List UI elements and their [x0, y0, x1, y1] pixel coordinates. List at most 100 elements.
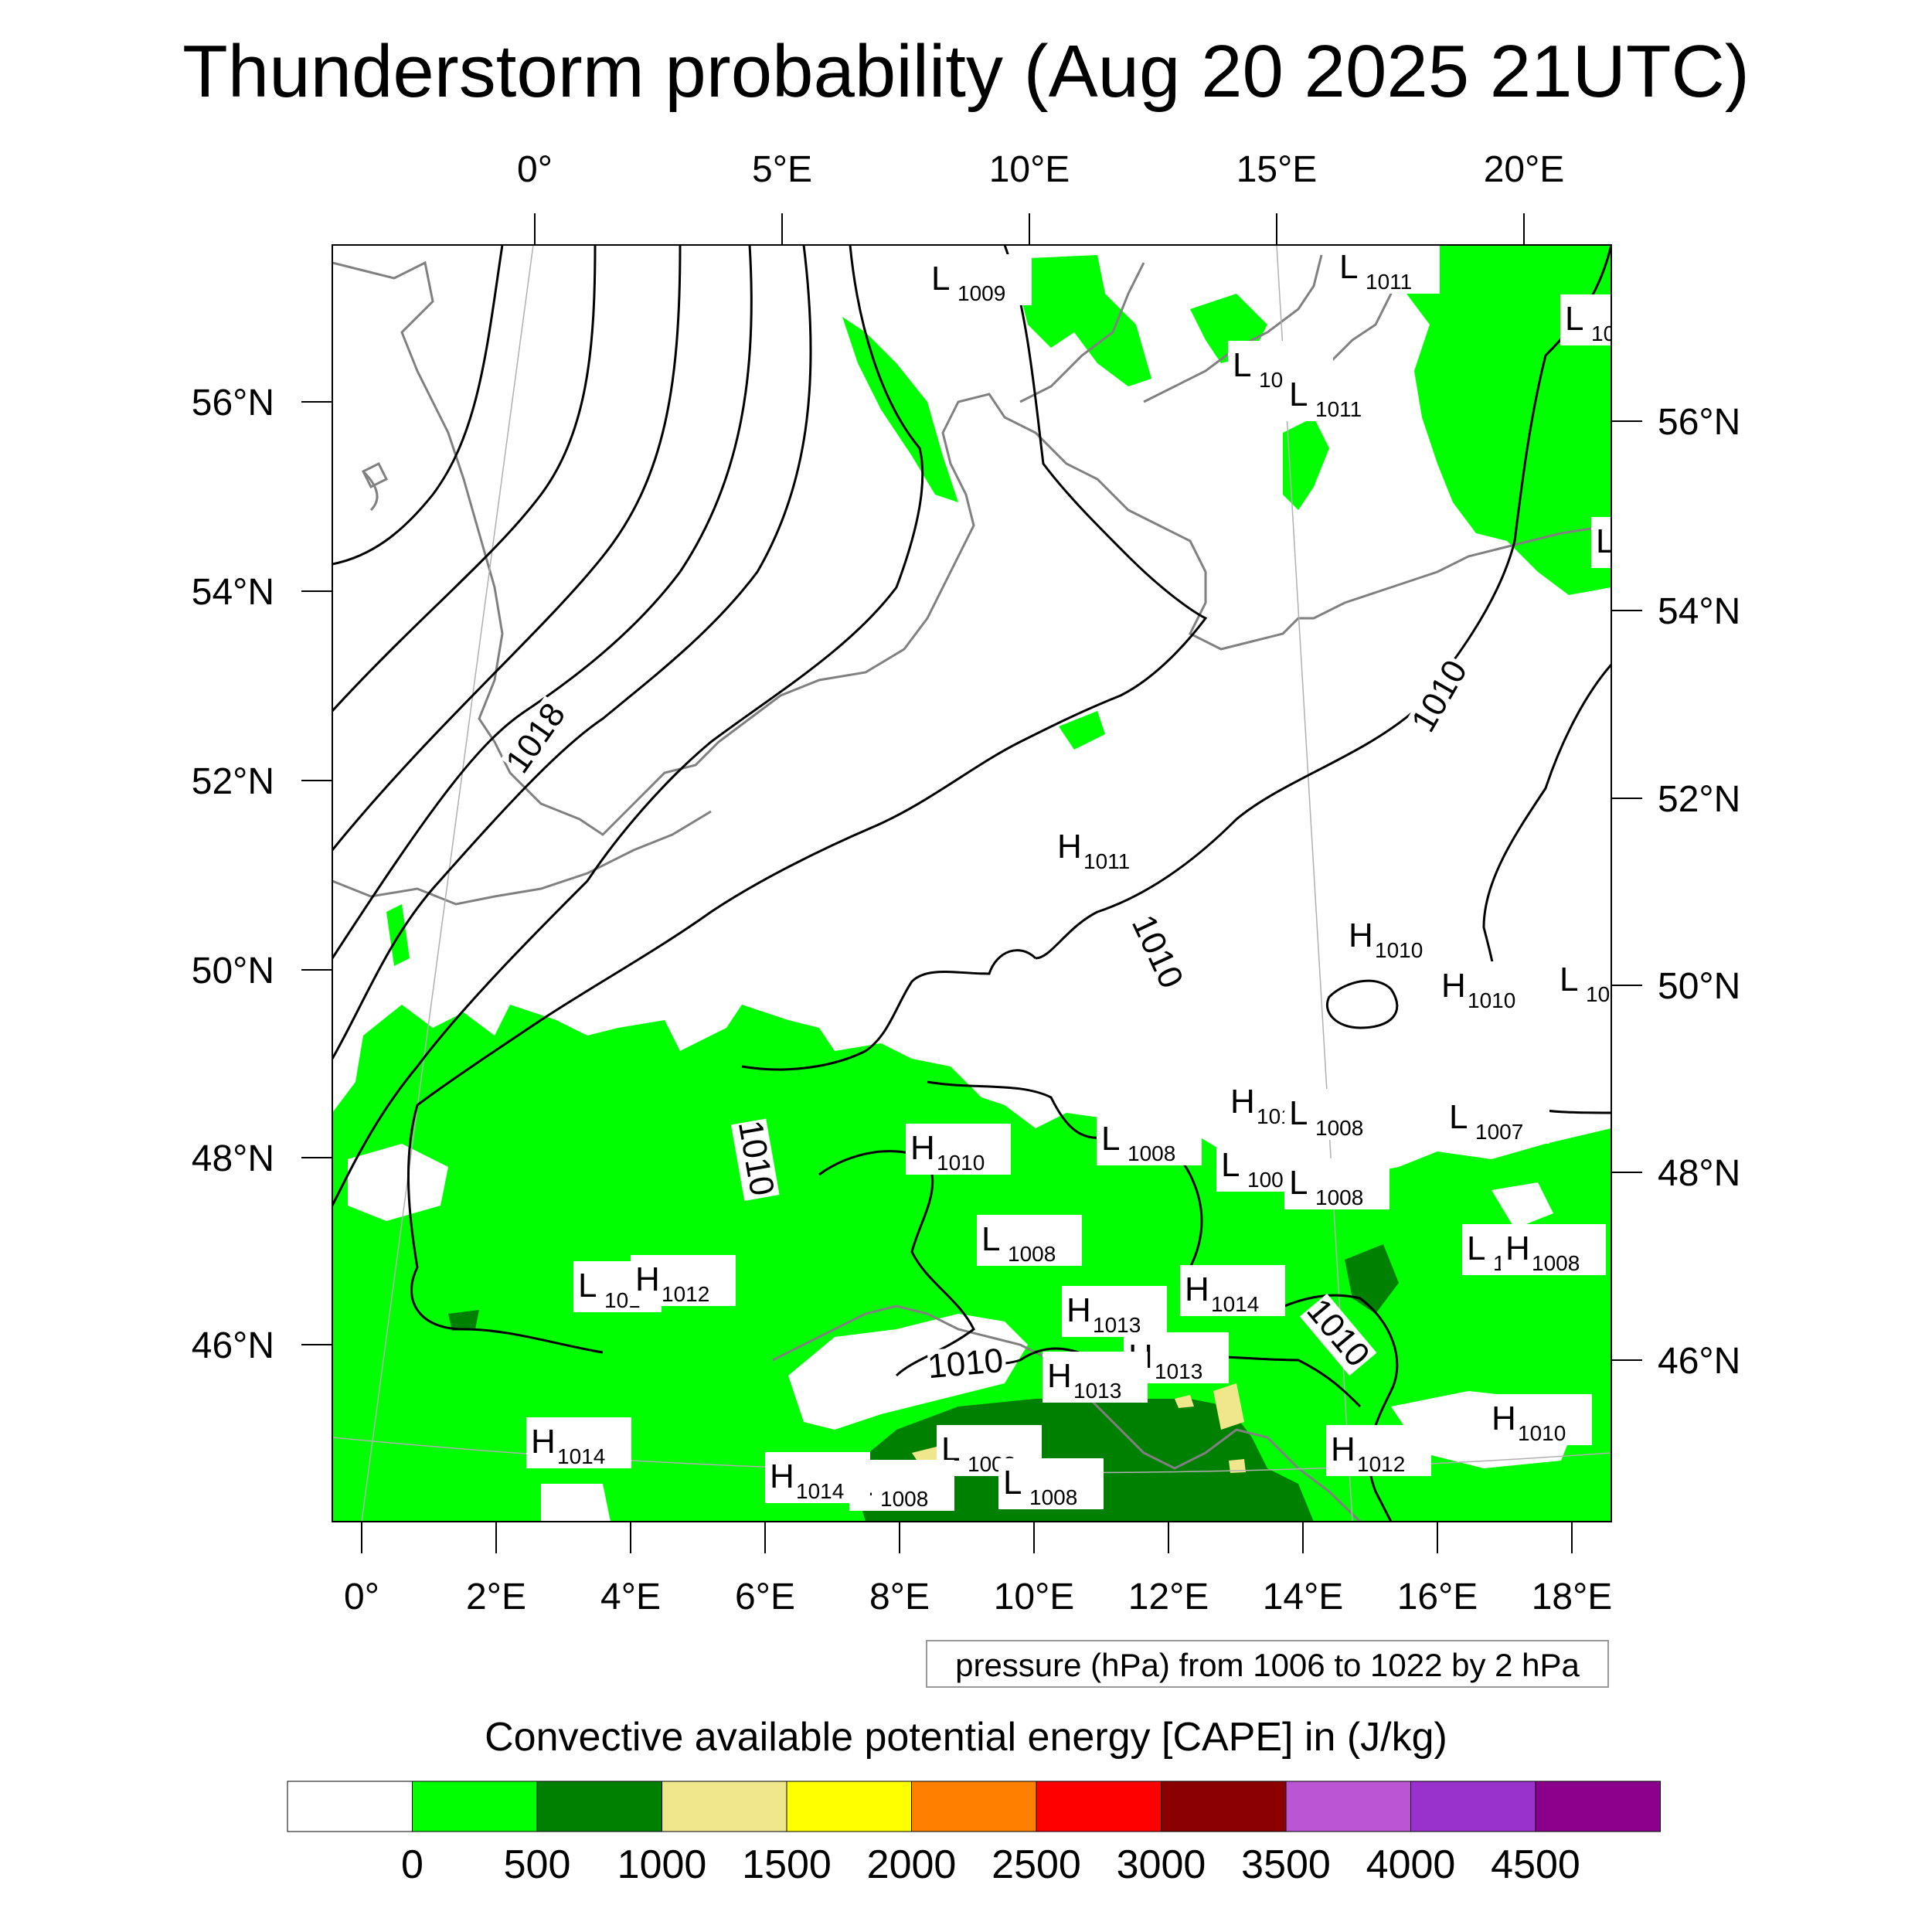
cape-region-norway	[1012, 255, 1151, 386]
pressure-center-low: L 1008	[998, 1458, 1104, 1509]
colorbar-swatch	[662, 1781, 787, 1832]
cape-region-sweden-b	[1283, 417, 1329, 510]
pressure-center-type: H	[1505, 1230, 1530, 1267]
bottom-lon-label: 6°E	[735, 1577, 795, 1617]
colorbar-swatch	[911, 1781, 1037, 1832]
colorbar-swatch	[287, 1781, 413, 1832]
pressure-center-type: H	[1185, 1270, 1209, 1308]
bottom-lon-label: 8°E	[869, 1577, 930, 1617]
axis-ticks	[301, 213, 1642, 1553]
pressure-center-high: H 1010	[1344, 911, 1449, 962]
pressure-center-value: 1011	[1366, 270, 1412, 294]
pressure-center-value: 1008	[1532, 1251, 1580, 1275]
top-lon-label: 0°	[517, 149, 553, 190]
pressure-center-type: L	[1289, 1094, 1308, 1132]
pressure-center-value: 1008	[1315, 1185, 1363, 1209]
pressure-center-value: 1013	[1155, 1359, 1202, 1383]
pressure-center-value: 1011	[1083, 849, 1130, 873]
pressure-center-type: L	[1233, 346, 1251, 384]
right-lat-label: 54°N	[1658, 591, 1740, 632]
pressure-center-low: L 1008	[1284, 1158, 1389, 1209]
colorbar-tick-label: 2000	[867, 1842, 957, 1887]
pressure-center-value: 1010	[1468, 988, 1515, 1012]
right-lat-label: 52°N	[1658, 779, 1740, 820]
pressure-center-high: H 1008	[1501, 1224, 1606, 1275]
pressure-center-high: H 1014	[765, 1452, 870, 1503]
pressure-center-low: L 10	[1560, 294, 1615, 345]
pressure-center-value: 1012	[1357, 1452, 1405, 1476]
colorbar-tick-label: 3500	[1241, 1842, 1331, 1887]
cape-region-east	[1345, 1244, 1399, 1314]
pressure-center-value: 1013	[1073, 1379, 1121, 1403]
colorbar-tick-label: 500	[504, 1842, 571, 1887]
pressure-info-label: pressure (hPa) from 1006 to 1022 by 2 hP…	[926, 1640, 1609, 1688]
pressure-center-type: L	[1289, 1164, 1308, 1202]
colorbar-swatch	[1410, 1781, 1536, 1832]
colorbar-title: Convective available potential energy [C…	[485, 1715, 1447, 1760]
pressure-center-value: 1011	[1315, 397, 1362, 421]
pressure-center-value: 100	[1586, 982, 1622, 1006]
colorbar-tick-labels: 0 500 1000 1500 2000 2500 3000 3500 4000 4500	[401, 1842, 1580, 1887]
cape-field-low	[332, 245, 1611, 1522]
bottom-lon-label: 10°E	[994, 1577, 1075, 1617]
pressure-center-type: L	[1467, 1230, 1485, 1267]
pressure-center-type: L	[1003, 1464, 1022, 1502]
pressure-center-value: 1010	[937, 1151, 985, 1175]
pressure-center-low: L 100	[1555, 955, 1622, 1006]
colorbar-tick-label: 1000	[617, 1842, 707, 1887]
axis-labels: 0° 5°E 10°E 15°E 20°E 0° 2°E 4°E 6°E 8°E…	[192, 149, 1741, 1617]
pressure-center-low: L 1011	[1284, 370, 1389, 421]
pressure-center-high: H 1010	[1487, 1394, 1592, 1445]
pressure-center-type: H	[1349, 917, 1373, 954]
cape-region-baltic	[1399, 245, 1611, 595]
pressure-center-type: L	[1560, 961, 1578, 998]
colorbar-swatch	[1036, 1781, 1162, 1832]
pressure-center-low: L 1007	[1444, 1093, 1549, 1144]
pressure-center-value: 1007	[1475, 1120, 1523, 1144]
pressure-center-type: H	[1331, 1430, 1355, 1468]
pressure-center-type: L	[1565, 300, 1583, 338]
left-lat-label: 46°N	[192, 1325, 274, 1366]
pressure-center-type: L	[1449, 1098, 1468, 1136]
right-lat-label: 56°N	[1658, 402, 1740, 443]
colorbar-tick-label: 1500	[742, 1842, 832, 1887]
bottom-lon-label: 4°E	[600, 1577, 661, 1617]
right-lat-label: 46°N	[1658, 1341, 1740, 1382]
colorbar-tick-label: 4000	[1366, 1842, 1456, 1887]
bottom-lon-label: 0°	[344, 1577, 379, 1617]
colorbar-tick-label: 0	[401, 1842, 423, 1887]
bottom-lon-label: 12°E	[1128, 1577, 1209, 1617]
pressure-center-type: H	[770, 1458, 794, 1495]
right-lat-label: 50°N	[1658, 966, 1740, 1007]
pressure-center-low: L 1008	[1284, 1089, 1389, 1140]
left-lat-label: 56°N	[192, 383, 274, 423]
pressure-center-type: L	[1339, 248, 1358, 286]
pressure-center-type: H	[1057, 828, 1082, 866]
pressure-center-low: L 1009	[927, 254, 1032, 305]
pressure-center-high: H 1012	[1326, 1425, 1431, 1476]
map-content: 1018 1010 1010 1010 1010 1010	[332, 245, 1622, 1522]
pressure-center-value: 1008	[1128, 1141, 1175, 1165]
cape-region-north-sea	[842, 317, 958, 502]
pressure-center-value: 1008	[1315, 1116, 1363, 1140]
pressure-center-value: 1012	[662, 1282, 709, 1306]
pressure-center-value: 1009	[957, 281, 1005, 305]
pressure-center-value: 10	[1591, 321, 1615, 345]
colorbar-swatch	[536, 1781, 662, 1832]
colorbar-swatch	[786, 1781, 912, 1832]
colorbar-tick-label: 4500	[1491, 1842, 1580, 1887]
pressure-center-type: H	[531, 1423, 556, 1461]
bottom-lon-label: 14°E	[1263, 1577, 1344, 1617]
colorbar-swatch	[1535, 1781, 1661, 1832]
pressure-center-high: H 1014	[1180, 1265, 1285, 1316]
pressure-center-type: L	[1221, 1146, 1240, 1184]
pressure-center-type: H	[1441, 967, 1466, 1005]
pressure-center-value: 1010	[1375, 938, 1423, 962]
left-lat-label: 54°N	[192, 572, 274, 613]
pressure-center-type: H	[910, 1129, 935, 1167]
contour-label-1010-e: 1010	[926, 1342, 1005, 1386]
left-lat-label: 52°N	[192, 761, 274, 802]
pressure-center-value: 1008	[880, 1487, 928, 1511]
top-lon-label: 15°E	[1236, 149, 1318, 190]
